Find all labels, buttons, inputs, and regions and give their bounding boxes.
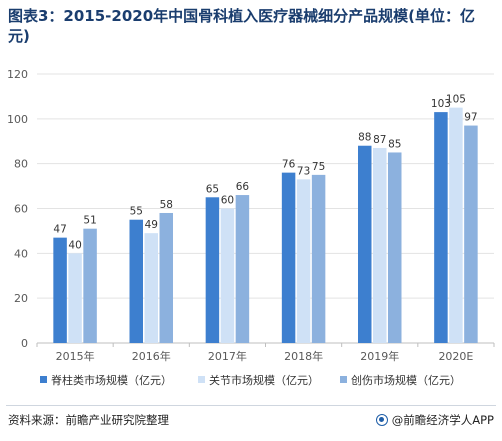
data-label: 97 [464,112,477,124]
x-tick-label: 2019年 [360,349,399,363]
x-tick-label: 2018年 [284,349,323,363]
bar [129,219,143,343]
bar [464,125,478,343]
data-label: 47 [53,224,66,236]
data-label: 49 [145,219,158,231]
legend-swatch [340,376,347,383]
data-label: 76 [282,159,296,171]
y-tick-label: 0 [21,337,28,350]
data-label: 51 [83,215,96,227]
data-label: 88 [358,132,371,144]
bar [159,212,173,343]
data-label: 85 [388,138,401,150]
bar [388,152,402,343]
bar [296,179,311,343]
brand-logo-icon [375,414,388,426]
y-tick-label: 40 [14,247,28,260]
x-tick-label: 2017年 [208,349,247,363]
bar [205,197,220,343]
data-label: 105 [446,94,466,106]
data-label: 65 [206,183,219,195]
y-tick-label: 60 [14,203,28,216]
data-label: 66 [236,181,250,193]
data-label: 87 [373,134,386,146]
legend-label: 关节市场规模（亿元） [209,373,319,387]
y-tick-label: 120 [7,68,28,81]
y-tick-label: 100 [7,113,28,126]
data-label: 75 [312,161,325,173]
x-tick-label: 2016年 [132,349,171,363]
bar [311,174,326,343]
y-tick-label: 20 [14,292,28,305]
data-label: 58 [160,199,173,211]
brand-label: @前瞻经济学人APP [375,412,494,428]
bar [449,107,463,343]
source-note: 资料来源：前瞻产业研究院整理 [8,413,169,427]
data-label: 55 [130,206,143,218]
bar [144,233,158,343]
data-label: 103 [431,98,451,110]
legend-label: 脊柱类市场规模（亿元） [51,373,172,387]
bar [220,208,235,343]
bar [83,228,97,343]
x-tick-label: 2020E [438,350,473,363]
legend-swatch [198,376,205,383]
bar-chart: 0204060801001204740512015年5549582016年656… [7,68,495,387]
bar [235,195,250,343]
brand-text: @前瞻经济学人APP [391,413,494,427]
data-label: 73 [297,165,310,177]
legend-label: 创伤市场规模（亿元） [351,373,461,387]
x-tick-label: 2015年 [56,349,95,363]
bar [373,147,387,343]
bar [358,145,372,343]
bar [68,253,82,343]
bar [434,112,448,343]
footer-divider [6,405,496,406]
y-tick-label: 80 [14,158,28,171]
bar [53,237,67,343]
data-label: 40 [68,239,81,251]
bar [281,172,296,343]
legend-swatch [40,376,47,383]
data-label: 60 [221,195,234,207]
chart-title: 图表3：2015-2020年中国骨科植入医疗器械细分产品规模(单位：亿元) [8,7,476,45]
